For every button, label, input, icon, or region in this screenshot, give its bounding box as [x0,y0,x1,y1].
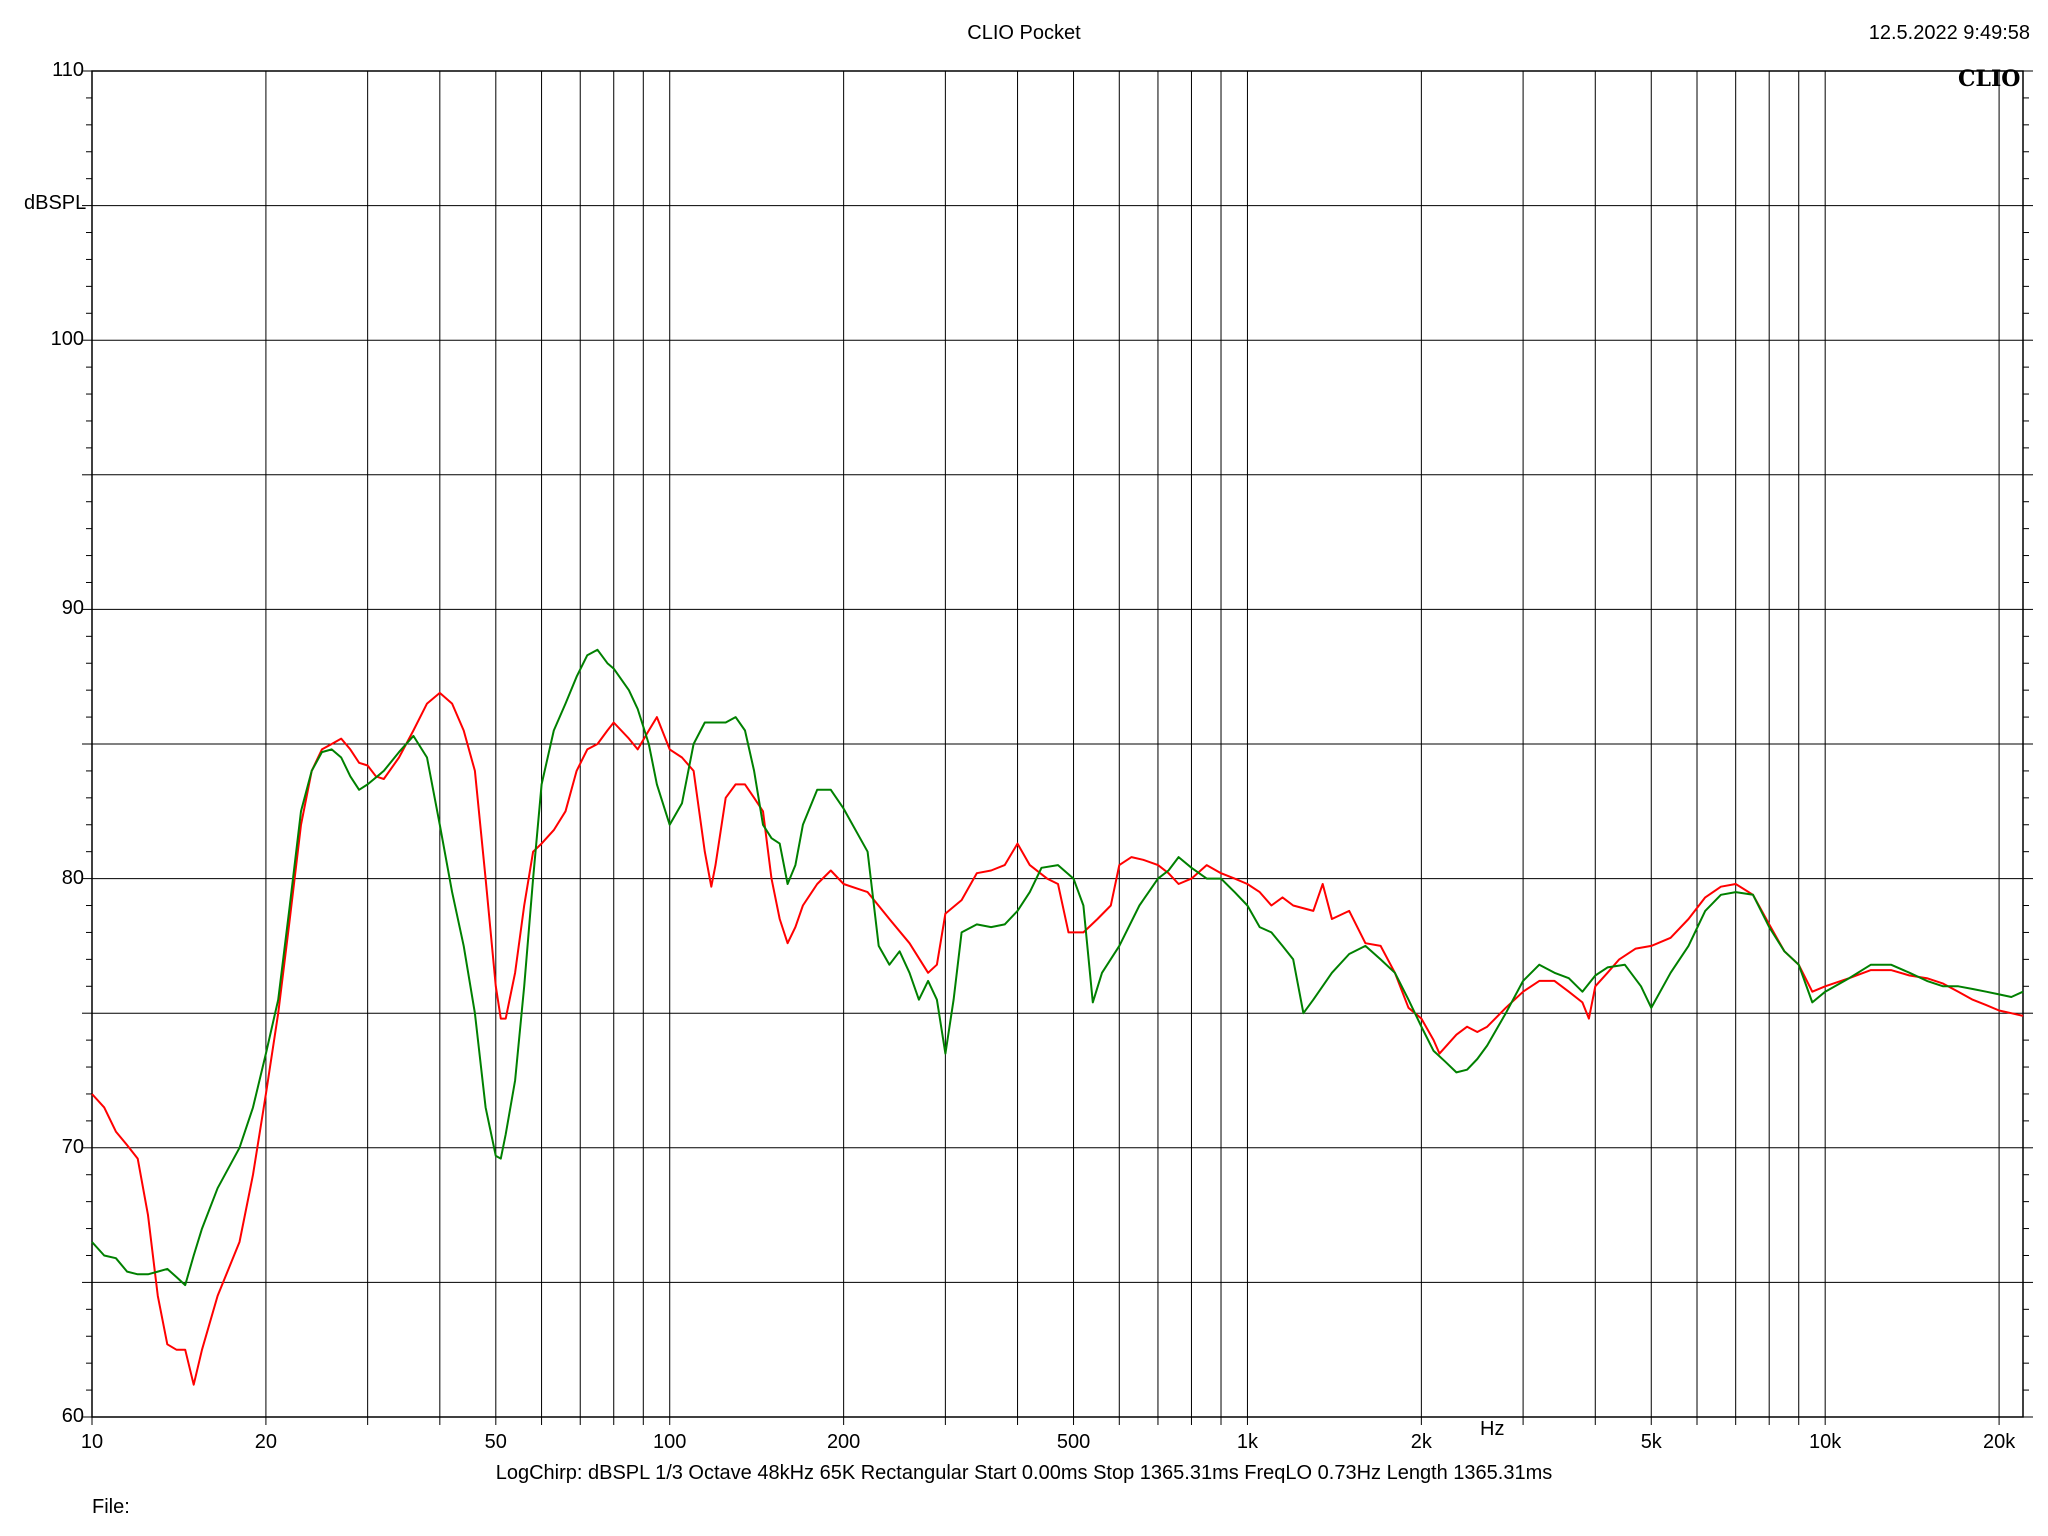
x-axis-unit-label: Hz [1480,1418,1505,1440]
y-tick-label: 80 [61,866,84,889]
x-tick-label: 500 [1056,1431,1091,1453]
series-green-line [91,648,2024,1287]
y-tick-label: 110 [52,59,84,81]
y-tick-label: 100 [50,328,84,351]
x-tick-label: 10 [80,1431,104,1453]
x-tick-label: 100 [653,1431,687,1453]
timestamp: 12.5.2022 9:49:58 [1868,22,2030,44]
series-red-line [91,691,2024,1386]
x-tick-label: 5k [1640,1431,1662,1453]
chart-title: CLIO Pocket [967,22,1081,44]
y-axis-label: dBSPL [24,192,87,214]
x-tick-label: 1k [1236,1431,1258,1453]
x-tick-label: 10k [1809,1431,1842,1453]
clio-logo: CLIO [1958,66,2021,92]
x-tick-label: 50 [484,1431,507,1453]
file-label: File: [92,1496,130,1518]
plot-frame [91,70,2024,1418]
y-tick-label: 60 [61,1405,84,1427]
y-tick-label: 90 [61,597,84,620]
y-tick-label: 70 [61,1135,84,1158]
x-tick-label: 200 [826,1431,861,1453]
measurement-settings: LogChirp: dBSPL 1/3 Octave 48kHz 65K Rec… [495,1462,1553,1484]
x-tick-label: 2k [1410,1431,1432,1453]
x-tick-label: 20k [1982,1431,2016,1453]
x-tick-label: 20 [254,1431,278,1453]
